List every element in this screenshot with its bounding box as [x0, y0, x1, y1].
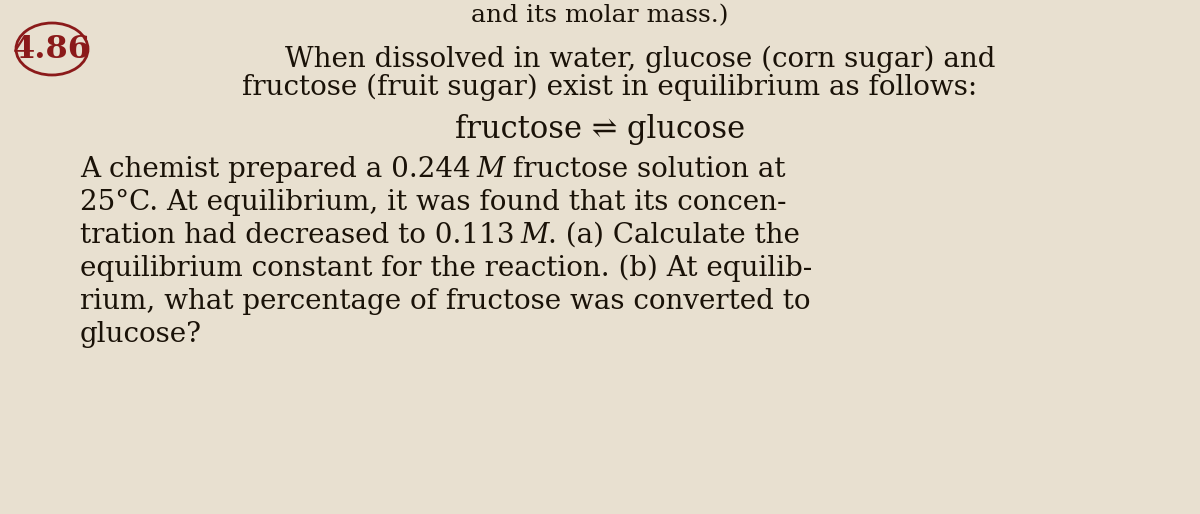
- Text: When dissolved in water, glucose (corn sugar) and: When dissolved in water, glucose (corn s…: [284, 46, 995, 74]
- Text: A chemist prepared a 0.244: A chemist prepared a 0.244: [80, 156, 476, 183]
- Text: glucose?: glucose?: [80, 321, 202, 348]
- Text: fructose solution at: fructose solution at: [504, 156, 786, 183]
- Text: M: M: [520, 222, 548, 249]
- Text: 25°C. At equilibrium, it was found that its concen-: 25°C. At equilibrium, it was found that …: [80, 189, 786, 216]
- Text: tration had decreased to 0.113: tration had decreased to 0.113: [80, 222, 520, 249]
- Text: fructose ⇌ glucose: fructose ⇌ glucose: [455, 114, 745, 145]
- Text: equilibrium constant for the reaction. (b) At equilib-: equilibrium constant for the reaction. (…: [80, 255, 812, 282]
- Text: . (a) Calculate the: . (a) Calculate the: [548, 222, 800, 249]
- Text: 4.86: 4.86: [13, 33, 91, 64]
- Text: M: M: [476, 156, 504, 183]
- Text: and its molar mass.): and its molar mass.): [472, 4, 728, 27]
- Text: fructose (fruit sugar) exist in equilibrium as follows:: fructose (fruit sugar) exist in equilibr…: [242, 74, 978, 101]
- Text: rium, what percentage of fructose was converted to: rium, what percentage of fructose was co…: [80, 288, 810, 315]
